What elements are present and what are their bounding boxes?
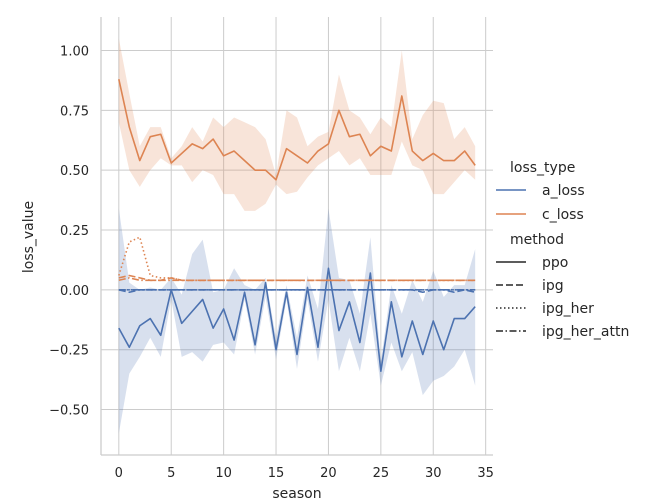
y-tick-label: 1.00 (60, 45, 89, 60)
x-tick-label: 5 (167, 466, 175, 481)
x-tick-label: 10 (215, 466, 232, 481)
y-tick-label: 0.00 (60, 284, 89, 299)
tick-labels: 0 5 10 15 20 25 30 35 −0.50 −0.25 0.00 0.25 0.50 0.75… (49, 45, 494, 481)
ci-band-c_loss-ppo (118, 38, 476, 211)
series-line-c_loss-ipg_her (118, 236, 476, 282)
x-tick-label: 20 (320, 466, 337, 481)
legend-label-ipg: ipg (542, 278, 564, 294)
y-tick-label: −0.25 (49, 344, 89, 359)
y-tick-label: 0.75 (60, 104, 89, 119)
x-tick-label: 30 (425, 466, 442, 481)
legend-label-ipg_her: ipg_her (542, 301, 594, 317)
x-tick-label: 0 (115, 466, 123, 481)
series-line-c_loss-ppo (118, 79, 476, 181)
axes (100, 17, 493, 456)
y-tick-label: 0.50 (60, 164, 89, 179)
legend-label-c_loss: c_loss (542, 207, 584, 223)
series-line-c_loss-ipg_her_attn (118, 277, 476, 282)
x-axis-label: season (272, 486, 321, 500)
x-tick-label: 25 (373, 466, 390, 481)
series-lines (118, 79, 476, 373)
grid (101, 17, 493, 455)
x-tick-label: 15 (268, 466, 285, 481)
y-axis-label: loss_value (21, 201, 37, 273)
legend-label-ipg_her_attn: ipg_her_attn (542, 324, 629, 340)
series-line-a_loss-ppo (118, 267, 476, 373)
legend-style-title: method (510, 232, 564, 248)
y-tick-label: −0.50 (49, 404, 89, 419)
legend-label-a_loss: a_loss (542, 183, 585, 199)
legend-label-ppo: ppo (542, 255, 568, 271)
ci-band-a_loss-ppo (118, 208, 476, 434)
x-tick-label: 35 (477, 466, 494, 481)
confidence-bands (118, 38, 476, 434)
y-tick-label: 0.25 (60, 224, 89, 239)
legend-hue-title: loss_type (510, 160, 575, 176)
